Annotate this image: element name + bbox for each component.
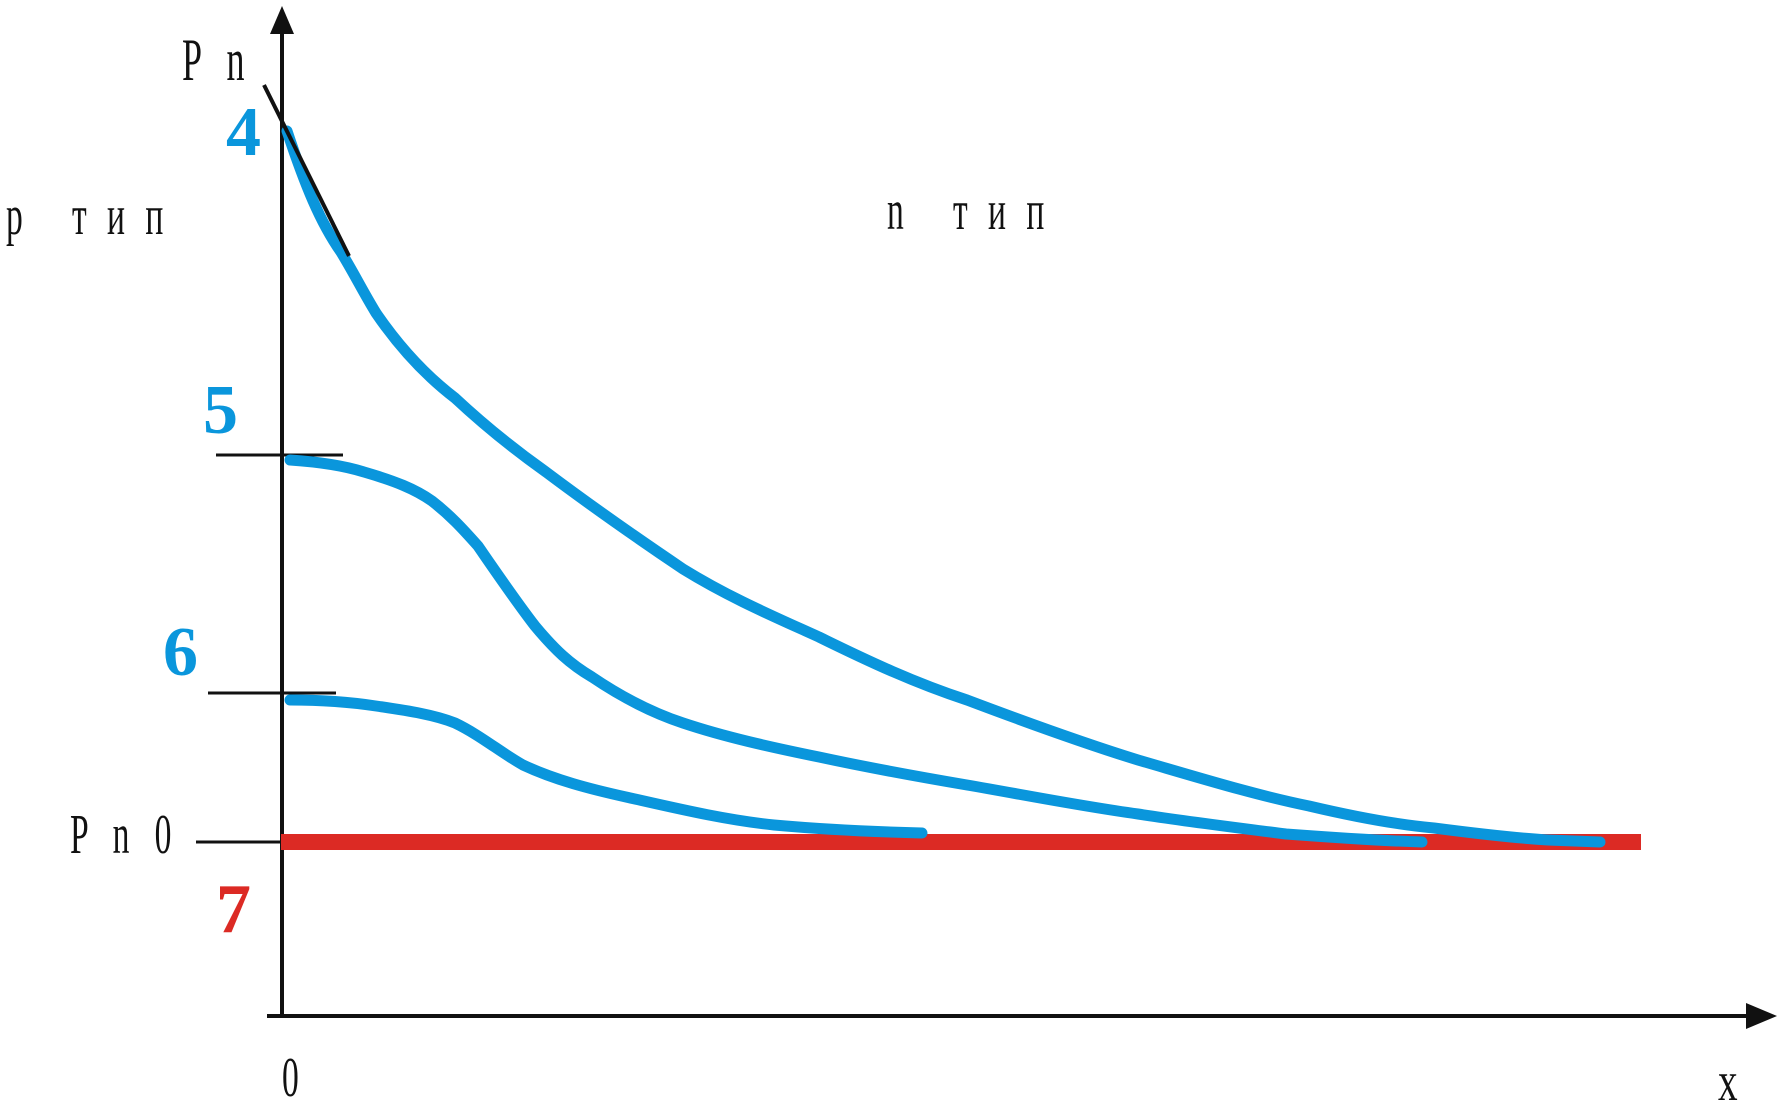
origin-label: 0 [282,1046,299,1106]
equilibrium-label: P n 0 [70,803,180,865]
curve-6 [284,694,928,839]
curve-label-4: 4 [226,94,261,171]
x-axis-label: x [1718,1051,1738,1106]
n-region-label: n т и п [887,179,1050,241]
tangent-line [262,84,351,257]
x-axis-arrowhead [1746,1003,1777,1029]
p-region-label: p т и п [6,184,169,246]
curve-label-7: 7 [216,871,251,948]
curve-label-5: 5 [203,372,238,449]
y-axis-label: P n [182,27,253,94]
curve-5 [284,454,1428,848]
y-axis-arrowhead [270,6,294,34]
curve-4 [281,125,1606,848]
curve-label-6: 6 [163,614,198,691]
